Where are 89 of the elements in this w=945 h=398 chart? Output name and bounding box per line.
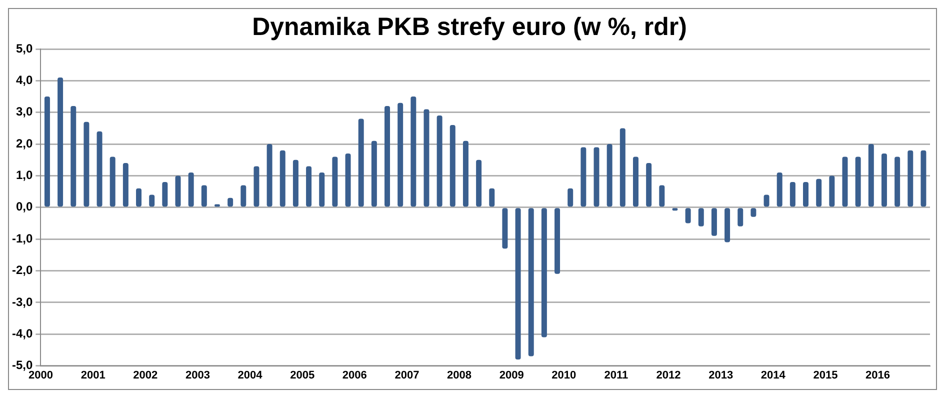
bar: [724, 208, 730, 242]
bar: [122, 163, 128, 207]
x-tick-label: 2008: [447, 369, 472, 382]
bar: [489, 188, 495, 207]
bar: [319, 172, 325, 207]
bar: [698, 208, 704, 226]
y-tick-label: 1,0: [16, 168, 33, 182]
bar: [58, 78, 64, 207]
bar: [855, 156, 861, 207]
bar: [776, 172, 782, 207]
bar: [920, 150, 926, 207]
bar: [436, 116, 442, 207]
bar: [96, 131, 102, 207]
bar: [594, 147, 600, 207]
bar: [659, 185, 665, 207]
bar: [868, 144, 874, 207]
bar: [908, 150, 914, 207]
bar: [188, 172, 194, 207]
y-tick-label: -3,0: [12, 294, 33, 309]
bar: [424, 109, 430, 207]
bar: [738, 208, 744, 226]
bar: [280, 150, 286, 207]
bar: [44, 96, 50, 207]
bar: [685, 208, 691, 224]
y-tick-label: 4,0: [16, 72, 33, 87]
bar: [528, 208, 534, 356]
bar: [254, 166, 260, 207]
bar: [829, 176, 835, 207]
bar: [70, 106, 76, 207]
bar: [345, 154, 351, 207]
x-tick-label: 2004: [238, 369, 264, 382]
x-tick-label: 2016: [866, 369, 890, 382]
x-tick-label: 2012: [656, 369, 681, 382]
y-tick-label: 3,0: [16, 104, 33, 119]
x-tick-label: 2002: [133, 369, 158, 382]
bar: [266, 144, 272, 207]
x-tick-label: 2007: [394, 369, 420, 382]
bar: [632, 156, 638, 207]
bar: [620, 128, 626, 207]
bar: [332, 156, 338, 207]
bar: [306, 166, 312, 207]
bar: [201, 185, 207, 207]
bar: [790, 182, 796, 207]
x-tick-label: 2014: [760, 369, 786, 382]
chart-title: Dynamika PKB strefy euro (w %, rdr): [252, 12, 687, 41]
x-tick-label: 2005: [290, 369, 315, 382]
bar: [162, 182, 168, 207]
x-tick-label: 2003: [185, 369, 210, 382]
y-tick-label: -2,0: [12, 263, 33, 278]
bar: [110, 156, 116, 207]
y-tick-label: 0,0: [16, 200, 33, 214]
y-tick-label: -1,0: [12, 231, 33, 246]
x-tick-label: 2010: [552, 369, 576, 382]
y-tick-label: 2,0: [16, 136, 33, 150]
x-tick-label: 2001: [80, 369, 106, 382]
bar: [816, 178, 822, 207]
bar: [515, 208, 521, 360]
bar: [398, 102, 404, 207]
x-tick-label: 2015: [813, 369, 838, 382]
x-tick-label: 2006: [342, 369, 367, 382]
bar: [711, 208, 717, 236]
bar: [240, 185, 246, 207]
bar: [606, 144, 612, 207]
bar: [894, 156, 900, 207]
bar: [175, 176, 181, 207]
bar: [292, 160, 298, 207]
x-tick-label: 2013: [708, 369, 734, 382]
y-tick-label: -4,0: [12, 326, 33, 340]
bar: [646, 163, 652, 207]
bar: [541, 208, 547, 338]
x-tick-label: 2011: [604, 369, 628, 382]
bar: [881, 154, 887, 207]
bar: [136, 188, 142, 207]
bar: [803, 182, 809, 207]
bar: [358, 118, 364, 207]
bar: [462, 140, 468, 207]
y-tick-label: 5,0: [16, 41, 33, 56]
bar: [384, 106, 390, 207]
bar: [502, 208, 508, 249]
bar: [84, 122, 90, 207]
bar: [568, 188, 574, 207]
bar: [580, 147, 586, 207]
bar: [410, 96, 416, 207]
bar: [371, 140, 377, 207]
bar: [554, 208, 560, 274]
x-tick-label: 2009: [499, 369, 524, 382]
bar: [450, 125, 456, 207]
bar: [476, 160, 482, 207]
bar: [842, 156, 848, 207]
